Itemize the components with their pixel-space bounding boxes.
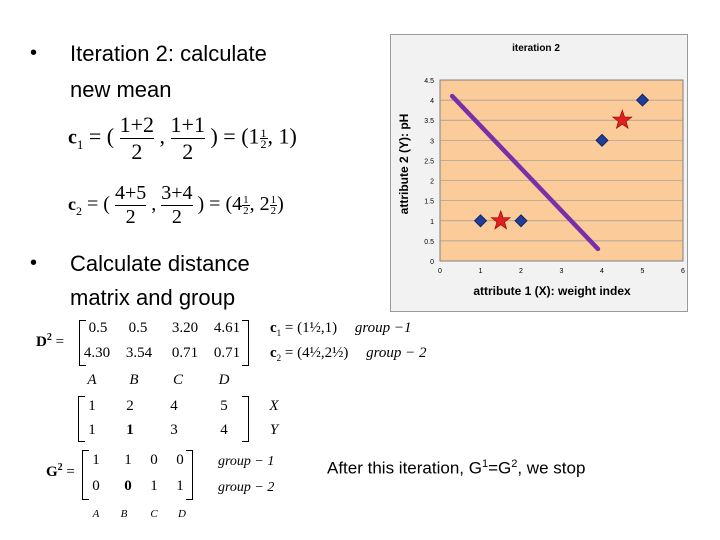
object-label-c: C: [172, 372, 183, 388]
c2-frac1: 4+5 2: [114, 182, 147, 228]
centroid-star: [611, 109, 633, 130]
c1-group-annotation: c1 = (1½,1) group −1: [270, 320, 412, 338]
g2-right-bracket: [186, 450, 193, 500]
y-tick-label: 2.5: [424, 158, 434, 165]
bullet-dot: •: [30, 42, 38, 64]
bullet1-line1: Iteration 2: calculate: [70, 41, 267, 66]
x-tick-label: 6: [681, 268, 685, 275]
bullet1-line2: new mean: [70, 77, 172, 102]
object-label-b: B: [129, 372, 139, 388]
d2-cell: 0.5: [128, 320, 148, 336]
objects-cell: 5: [220, 398, 228, 414]
chart-title: iteration 2: [512, 43, 560, 54]
row-label-x: X: [269, 398, 279, 414]
c2-sub: 2: [76, 204, 82, 219]
data-point-diamond: [514, 214, 528, 228]
g2-left-bracket: [82, 450, 89, 500]
objects-cell: 2: [126, 398, 134, 414]
conclusion-text: After this iteration, G1=G2, we stop: [327, 458, 586, 478]
d2-cell: 4.30: [83, 345, 111, 361]
y-tick-label: 2: [430, 179, 434, 186]
data-point-diamond: [595, 133, 609, 147]
y-tick-label: 4: [430, 98, 434, 105]
d2-right-bracket: [242, 320, 249, 366]
g2-cell: 0: [92, 478, 100, 494]
c1-frac2: 1+1 2: [170, 112, 205, 164]
y-tick-label: 0.5: [424, 239, 434, 246]
y-tick-label: 3.5: [424, 118, 434, 125]
g2-cell: 1: [176, 478, 184, 494]
g2-cell: 1: [124, 452, 132, 468]
c2-equation: c2 = ( 4+5 2 , 3+4 2 ) = (4 1 2, 2 1 2): [68, 182, 284, 228]
c2-group-annotation: c2 = (4½,2½) group − 2: [270, 345, 427, 363]
g2-label: G2 =: [46, 462, 75, 480]
g2-col-label-a: A: [92, 508, 100, 520]
x-tick-label: 2: [519, 268, 523, 275]
objects-cell: 3: [170, 422, 178, 438]
d2-cell: 4.61: [213, 320, 241, 336]
g2-cell: 1: [92, 452, 100, 468]
c1-frac1: 1+2 2: [119, 112, 155, 164]
x-axis-label: attribute 1 (X): weight index: [473, 284, 631, 298]
g2-col-label-c: C: [150, 508, 158, 520]
row-label-y: Y: [269, 422, 279, 438]
objects-left-bracket: [78, 396, 85, 442]
objects-cell: 1: [126, 422, 134, 438]
y-axis-label: attribute 2 (Y): pH: [397, 114, 411, 215]
d2-left-bracket: [79, 320, 86, 366]
objects-cell: 4: [220, 422, 228, 438]
objects-cell: 1: [88, 422, 96, 438]
plot-area: [439, 79, 684, 262]
y-tick-label: 3: [430, 138, 434, 145]
x-tick-label: 1: [479, 268, 483, 275]
c2-frac2: 3+4 2: [161, 182, 193, 228]
g2-col-label-d: D: [178, 508, 186, 520]
data-point-diamond: [473, 214, 488, 228]
x-tick-label: 5: [641, 268, 645, 275]
d2-cell: 0.5: [88, 320, 108, 336]
centroid-star: [490, 209, 512, 230]
c2-label: c: [68, 194, 76, 215]
boundary-line: [449, 93, 601, 252]
g2-row-label-1: group − 1: [218, 454, 275, 469]
d2-cell: 3.20: [171, 320, 199, 336]
object-label-d: D: [218, 372, 230, 388]
g2-cell: 0: [124, 478, 132, 494]
c1-sub: 1: [76, 136, 84, 152]
objects-cell: 1: [88, 398, 96, 414]
y-tick-label: 4.5: [424, 78, 434, 85]
c1-equation: c1 = ( 1+2 2 , 1+1 2 ) = (1 1 2, 1): [68, 112, 297, 164]
g2-cell: 1: [150, 478, 158, 494]
g2-cell: 0: [176, 452, 184, 468]
bullet-dot: •: [30, 252, 38, 274]
g2-row-label-2: group − 2: [218, 480, 275, 495]
y-tick-label: 1: [430, 219, 434, 226]
x-tick-label: 4: [600, 268, 604, 275]
g2-col-label-b: B: [120, 508, 128, 520]
d2-label: D2 =: [36, 332, 65, 350]
object-label-a: A: [87, 372, 97, 388]
objects-right-bracket: [242, 396, 249, 442]
g2-cell: 0: [150, 452, 158, 468]
d2-cell: 0.71: [213, 345, 241, 361]
objects-cell: 4: [170, 398, 178, 414]
c1-label: c: [68, 126, 77, 149]
y-tick-label: 0: [430, 259, 434, 266]
x-tick-label: 3: [560, 268, 564, 275]
data-point-diamond: [635, 93, 650, 107]
x-tick-label: 0: [438, 268, 442, 275]
y-tick-label: 1.5: [424, 199, 434, 206]
d2-cell: 3.54: [125, 345, 153, 361]
bullet2-line2: matrix and group: [70, 285, 236, 310]
d2-cell: 0.71: [171, 345, 199, 361]
scatter-chart: iteration 2 0 0.5 1 1.5 2 2.5 3 3.5 4 4.5 0 1 2 3 4 5 6…: [397, 43, 685, 298]
bullet2-line1: Calculate distance: [70, 251, 250, 276]
